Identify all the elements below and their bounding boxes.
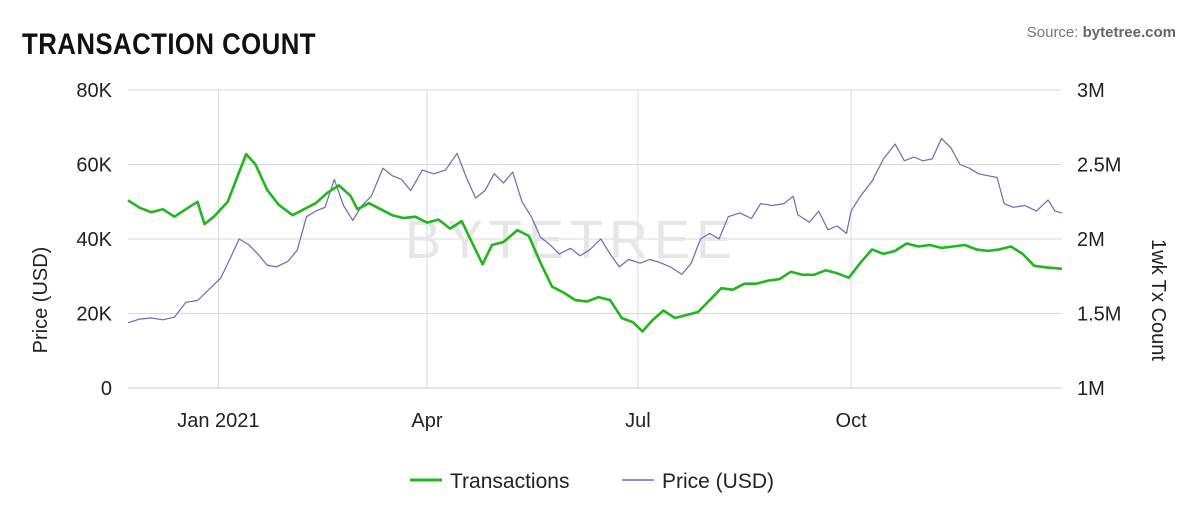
legend[interactable]: Transactions Price (USD) (410, 470, 774, 493)
right-axis-title: 1wk Tx Count (1147, 239, 1169, 361)
source-credit: Source: bytetree.com (1027, 24, 1176, 41)
legend-item-transactions[interactable]: Transactions (410, 470, 569, 493)
y-left-tick-label: 20K (76, 304, 112, 326)
source-prefix: Source: (1026, 24, 1083, 41)
source-link[interactable]: bytetree.com (1082, 24, 1176, 41)
x-tick-label: Oct (836, 410, 868, 432)
y-left-tick-label: 0 (101, 378, 112, 400)
y-right-tick-label: 1M (1077, 378, 1105, 400)
left-axis-title: Price (USD) (30, 247, 52, 354)
y-left-tick-label: 40K (76, 229, 112, 251)
legend-label: Transactions (450, 470, 569, 493)
bytetree-watermark: BYTETREE (405, 210, 738, 270)
x-tick-label: Apr (411, 410, 442, 432)
chart-title: TRANSACTION COUNT (22, 28, 316, 61)
tick-labels: 0 20K 40K 60K 80K 1M 1.5M 2M 2.5M 3M Jan 2021 Apr Ju… (76, 80, 1121, 432)
legend-label: Price (USD) (662, 470, 774, 493)
y-right-tick-label: 1.5M (1077, 304, 1121, 326)
y-right-tick-label: 2.5M (1077, 155, 1121, 177)
price-line (127, 137, 1063, 324)
grid-lines (128, 89, 1062, 389)
y-left-tick-label: 80K (76, 80, 112, 102)
y-left-tick-label: 60K (76, 155, 112, 177)
legend-item-price[interactable]: Price (USD) (622, 470, 774, 493)
y-right-tick-label: 3M (1077, 80, 1105, 102)
y-right-tick-label: 2M (1077, 229, 1105, 251)
series-group (127, 137, 1063, 333)
transactions-line (127, 152, 1063, 333)
x-tick-label: Jul (625, 410, 651, 432)
x-tick-label: Jan 2021 (177, 410, 259, 432)
